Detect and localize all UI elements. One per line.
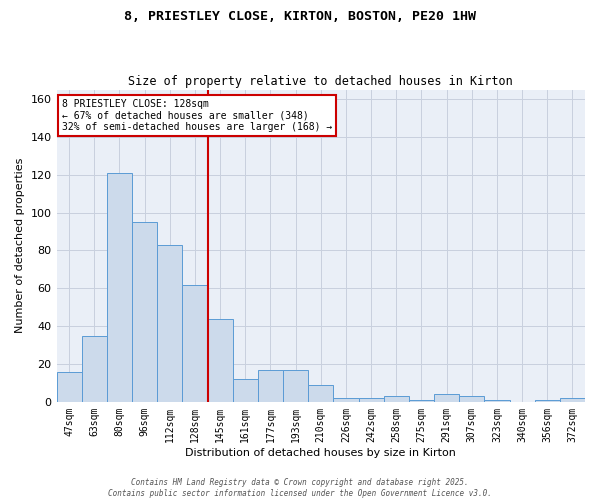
Bar [434, 394, 459, 402]
Bar [560, 398, 585, 402]
Bar [107, 173, 132, 402]
Text: Contains HM Land Registry data © Crown copyright and database right 2025.
Contai: Contains HM Land Registry data © Crown c… [108, 478, 492, 498]
Bar [182, 284, 208, 402]
Bar [283, 370, 308, 402]
Bar [132, 222, 157, 402]
Text: 8 PRIESTLEY CLOSE: 128sqm
← 67% of detached houses are smaller (348)
32% of semi: 8 PRIESTLEY CLOSE: 128sqm ← 67% of detac… [62, 99, 332, 132]
Text: 8, PRIESTLEY CLOSE, KIRTON, BOSTON, PE20 1HW: 8, PRIESTLEY CLOSE, KIRTON, BOSTON, PE20… [124, 10, 476, 23]
Bar [535, 400, 560, 402]
Bar [82, 336, 107, 402]
Bar [409, 400, 434, 402]
Bar [208, 318, 233, 402]
Bar [308, 385, 334, 402]
Bar [157, 245, 182, 402]
Bar [334, 398, 359, 402]
Bar [459, 396, 484, 402]
Bar [484, 400, 509, 402]
Bar [383, 396, 409, 402]
Bar [233, 379, 258, 402]
Bar [359, 398, 383, 402]
Bar [258, 370, 283, 402]
X-axis label: Distribution of detached houses by size in Kirton: Distribution of detached houses by size … [185, 448, 456, 458]
Y-axis label: Number of detached properties: Number of detached properties [15, 158, 25, 334]
Bar [56, 372, 82, 402]
Title: Size of property relative to detached houses in Kirton: Size of property relative to detached ho… [128, 76, 513, 88]
